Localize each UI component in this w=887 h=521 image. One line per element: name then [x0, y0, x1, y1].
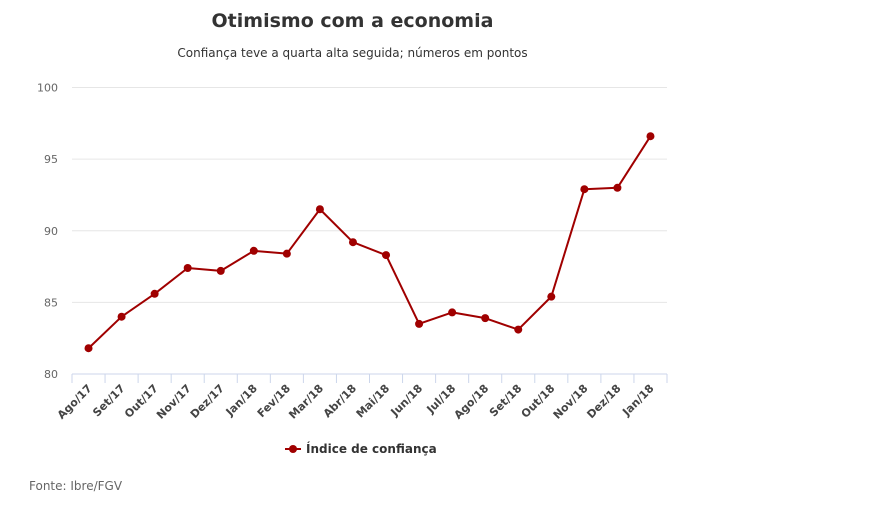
y-tick-label: 90	[44, 225, 58, 238]
data-point[interactable]	[216, 266, 225, 275]
y-tick-label: 80	[44, 368, 58, 381]
x-tick-label: Set/17	[90, 382, 127, 419]
legend-label[interactable]: Índice de confiança	[306, 441, 437, 456]
data-point[interactable]	[249, 246, 258, 255]
x-tick-label: Nov/17	[154, 382, 194, 422]
data-point[interactable]	[547, 292, 556, 301]
data-point[interactable]	[448, 308, 457, 317]
y-tick-label: 100	[37, 82, 58, 95]
source-note: Fonte: Ibre/FGV	[29, 479, 123, 493]
x-tick-label: Mai/18	[354, 382, 393, 421]
x-tick-label: Set/18	[487, 382, 524, 419]
legend-marker-icon	[289, 445, 297, 453]
chart-title: Otimismo com a economia	[211, 10, 494, 32]
data-point[interactable]	[183, 263, 192, 272]
y-tick-label: 85	[44, 296, 58, 309]
series-line	[87, 135, 652, 349]
x-tick-label: Jan/18	[619, 382, 656, 419]
x-tick-label: Nov/18	[551, 382, 591, 422]
chart-subtitle: Confiança teve a quarta alta seguida; nú…	[177, 46, 528, 60]
legend[interactable]: Índice de confiança	[285, 441, 437, 456]
y-axis-labels: 80 85 90 95 100	[37, 82, 58, 382]
data-point[interactable]	[150, 289, 159, 298]
x-tick-label: Ago/17	[55, 382, 95, 422]
data-point[interactable]	[613, 183, 622, 192]
data-point[interactable]	[84, 344, 93, 353]
x-tick-label: Out/18	[519, 382, 558, 421]
data-point[interactable]	[315, 205, 324, 214]
grid-lines	[72, 87, 667, 303]
x-tick-label: Dez/18	[584, 382, 623, 421]
x-tick-label: Jan/18	[223, 382, 260, 419]
data-point[interactable]	[481, 314, 490, 323]
y-tick-label: 95	[44, 153, 58, 166]
x-tick-label: Mar/18	[286, 382, 326, 422]
data-point[interactable]	[415, 319, 424, 328]
x-axis: Ago/17Set/17Out/17Nov/17Dez/17Jan/18Fev/…	[55, 373, 668, 422]
x-tick-label: Ago/18	[452, 382, 492, 422]
data-point[interactable]	[514, 325, 523, 334]
x-tick-label: Abr/18	[321, 382, 359, 420]
data-point[interactable]	[382, 251, 391, 260]
x-tick-label: Jun/18	[388, 382, 426, 420]
x-tick-label: Dez/17	[188, 382, 227, 421]
data-point[interactable]	[282, 249, 291, 258]
data-point[interactable]	[646, 132, 655, 141]
data-point[interactable]	[580, 185, 589, 194]
data-point[interactable]	[348, 238, 357, 247]
data-point[interactable]	[117, 312, 126, 321]
series-indice-de-confianca[interactable]	[84, 132, 655, 353]
